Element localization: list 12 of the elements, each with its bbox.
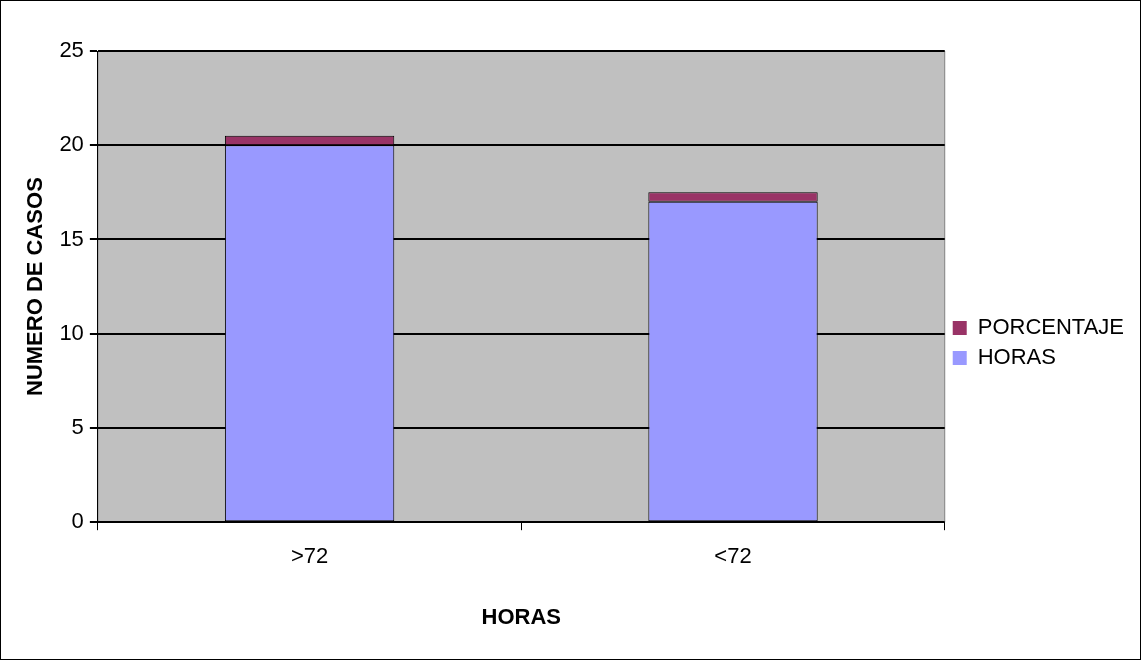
y-tick-label: 20 bbox=[59, 131, 84, 157]
legend-label: PORCENTAJE bbox=[977, 314, 1124, 340]
y-tick-label: 25 bbox=[59, 37, 84, 63]
y-tick-label: 15 bbox=[59, 225, 84, 251]
x-axis-title: HORAS bbox=[481, 603, 562, 629]
y-tick-label: 10 bbox=[59, 319, 84, 345]
y-tick-label: 0 bbox=[71, 508, 84, 534]
x-tick-label: <72 bbox=[714, 543, 752, 569]
legend-label: HORAS bbox=[977, 344, 1056, 370]
y-tick-label: 5 bbox=[71, 414, 84, 440]
y-axis-title: NUMERO DE CASOS bbox=[22, 177, 48, 396]
x-tick-label: >72 bbox=[290, 543, 329, 569]
